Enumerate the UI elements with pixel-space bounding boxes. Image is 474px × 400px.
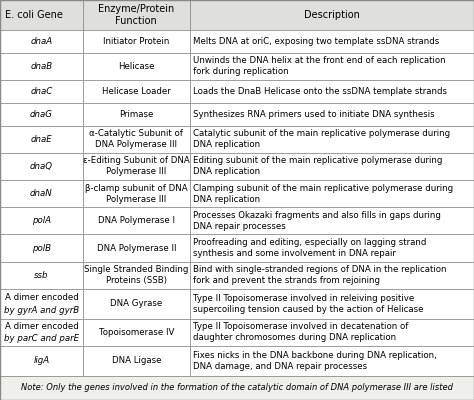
Bar xyxy=(83,80,190,103)
Bar xyxy=(190,207,474,234)
Text: Enzyme/Protein
Function: Enzyme/Protein Function xyxy=(98,4,174,26)
Bar xyxy=(0,234,83,262)
Text: dnaQ: dnaQ xyxy=(30,162,53,171)
Text: Type II Topoisomerase involved in decatenation of
daughter chromosomes during DN: Type II Topoisomerase involved in decate… xyxy=(193,322,409,342)
Bar xyxy=(83,289,190,319)
Text: dnaB: dnaB xyxy=(30,62,53,71)
Bar xyxy=(0,153,83,180)
Text: A dimer encoded: A dimer encoded xyxy=(5,293,78,302)
Text: Type II Topoisomerase involved in releiving positive
supercoiling tension caused: Type II Topoisomerase involved in releiv… xyxy=(193,294,424,314)
Bar xyxy=(190,103,474,126)
Bar xyxy=(190,53,474,80)
Text: Clamping subunit of the main replicative polymerase during
DNA replication: Clamping subunit of the main replicative… xyxy=(193,184,454,204)
Bar xyxy=(190,153,474,180)
Bar xyxy=(190,180,474,207)
Text: dnaN: dnaN xyxy=(30,189,53,198)
Text: Catalytic subunit of the main replicative polymerase during
DNA replication: Catalytic subunit of the main replicativ… xyxy=(193,129,450,149)
Text: Processes Okazaki fragments and also fills in gaps during
DNA repair processes: Processes Okazaki fragments and also fil… xyxy=(193,211,441,231)
Bar xyxy=(190,346,474,376)
Bar xyxy=(0,0,83,30)
Text: Initiator Protein: Initiator Protein xyxy=(103,37,170,46)
Text: Note: Only the genes involved in the formation of the catalytic domain of DNA po: Note: Only the genes involved in the for… xyxy=(21,384,453,392)
Bar xyxy=(190,0,474,30)
Text: E. coli Gene: E. coli Gene xyxy=(5,10,63,20)
Bar xyxy=(0,319,83,346)
Text: Synthesizes RNA primers used to initiate DNA synthesis: Synthesizes RNA primers used to initiate… xyxy=(193,110,435,119)
Bar xyxy=(83,346,190,376)
Bar xyxy=(0,346,83,376)
Text: Loads the DnaB Helicase onto the ssDNA template strands: Loads the DnaB Helicase onto the ssDNA t… xyxy=(193,87,447,96)
Text: α-Catalytic Subunit of
DNA Polymerase III: α-Catalytic Subunit of DNA Polymerase II… xyxy=(89,129,183,149)
Bar xyxy=(190,30,474,53)
Bar xyxy=(190,80,474,103)
Bar xyxy=(83,126,190,153)
Text: β-clamp subunit of DNA
Polymerase III: β-clamp subunit of DNA Polymerase III xyxy=(85,184,188,204)
Bar xyxy=(83,53,190,80)
Bar xyxy=(0,262,83,289)
Bar xyxy=(0,289,83,319)
Bar xyxy=(0,376,474,400)
Bar xyxy=(83,153,190,180)
Text: dnaE: dnaE xyxy=(31,135,52,144)
Text: DNA Polymerase I: DNA Polymerase I xyxy=(98,216,175,225)
Text: A dimer encoded: A dimer encoded xyxy=(5,322,78,331)
Text: dnaA: dnaA xyxy=(30,37,53,46)
Text: DNA Polymerase II: DNA Polymerase II xyxy=(97,244,176,252)
Bar xyxy=(190,319,474,346)
Text: Topoisomerase IV: Topoisomerase IV xyxy=(99,328,174,337)
Text: ligA: ligA xyxy=(33,356,50,366)
Text: dnaC: dnaC xyxy=(30,87,53,96)
Bar xyxy=(83,262,190,289)
Text: ssb: ssb xyxy=(34,271,49,280)
Text: Melts DNA at oriC, exposing two template ssDNA strands: Melts DNA at oriC, exposing two template… xyxy=(193,37,440,46)
Text: Editing subunit of the main replicative polymerase during
DNA replication: Editing subunit of the main replicative … xyxy=(193,156,443,176)
Text: dnaG: dnaG xyxy=(30,110,53,119)
Bar xyxy=(83,180,190,207)
Bar xyxy=(190,289,474,319)
Text: Fixes nicks in the DNA backbone during DNA replication,
DNA damage, and DNA repa: Fixes nicks in the DNA backbone during D… xyxy=(193,351,437,371)
Bar xyxy=(83,234,190,262)
Text: Unwinds the DNA helix at the front end of each replication
fork during replicati: Unwinds the DNA helix at the front end o… xyxy=(193,56,446,76)
Bar xyxy=(83,207,190,234)
Text: DNA Gyrase: DNA Gyrase xyxy=(110,299,163,308)
Bar xyxy=(83,30,190,53)
Bar xyxy=(190,262,474,289)
Text: by parC and parE: by parC and parE xyxy=(4,334,79,343)
Text: by gyrA and gyrB: by gyrA and gyrB xyxy=(4,306,79,315)
Text: Bind with single-stranded regions of DNA in the replication
fork and prevent the: Bind with single-stranded regions of DNA… xyxy=(193,265,447,285)
Bar xyxy=(0,30,83,53)
Bar xyxy=(0,207,83,234)
Bar xyxy=(83,319,190,346)
Bar xyxy=(83,103,190,126)
Bar xyxy=(0,80,83,103)
Text: polA: polA xyxy=(32,216,51,225)
Bar xyxy=(0,53,83,80)
Text: Description: Description xyxy=(304,10,360,20)
Bar xyxy=(0,180,83,207)
Text: DNA Ligase: DNA Ligase xyxy=(111,356,161,366)
Text: Proofreading and editing, especially on lagging strand
synthesis and some involv: Proofreading and editing, especially on … xyxy=(193,238,427,258)
Bar xyxy=(83,0,190,30)
Bar xyxy=(190,234,474,262)
Text: Helicase Loader: Helicase Loader xyxy=(102,87,171,96)
Bar xyxy=(190,126,474,153)
Bar xyxy=(0,103,83,126)
Text: polB: polB xyxy=(32,244,51,252)
Bar xyxy=(0,126,83,153)
Text: Helicase: Helicase xyxy=(118,62,155,71)
Text: Primase: Primase xyxy=(119,110,154,119)
Text: Single Stranded Binding
Proteins (SSB): Single Stranded Binding Proteins (SSB) xyxy=(84,265,189,285)
Text: ε-Editing Subunit of DNA
Polymerase III: ε-Editing Subunit of DNA Polymerase III xyxy=(83,156,190,176)
